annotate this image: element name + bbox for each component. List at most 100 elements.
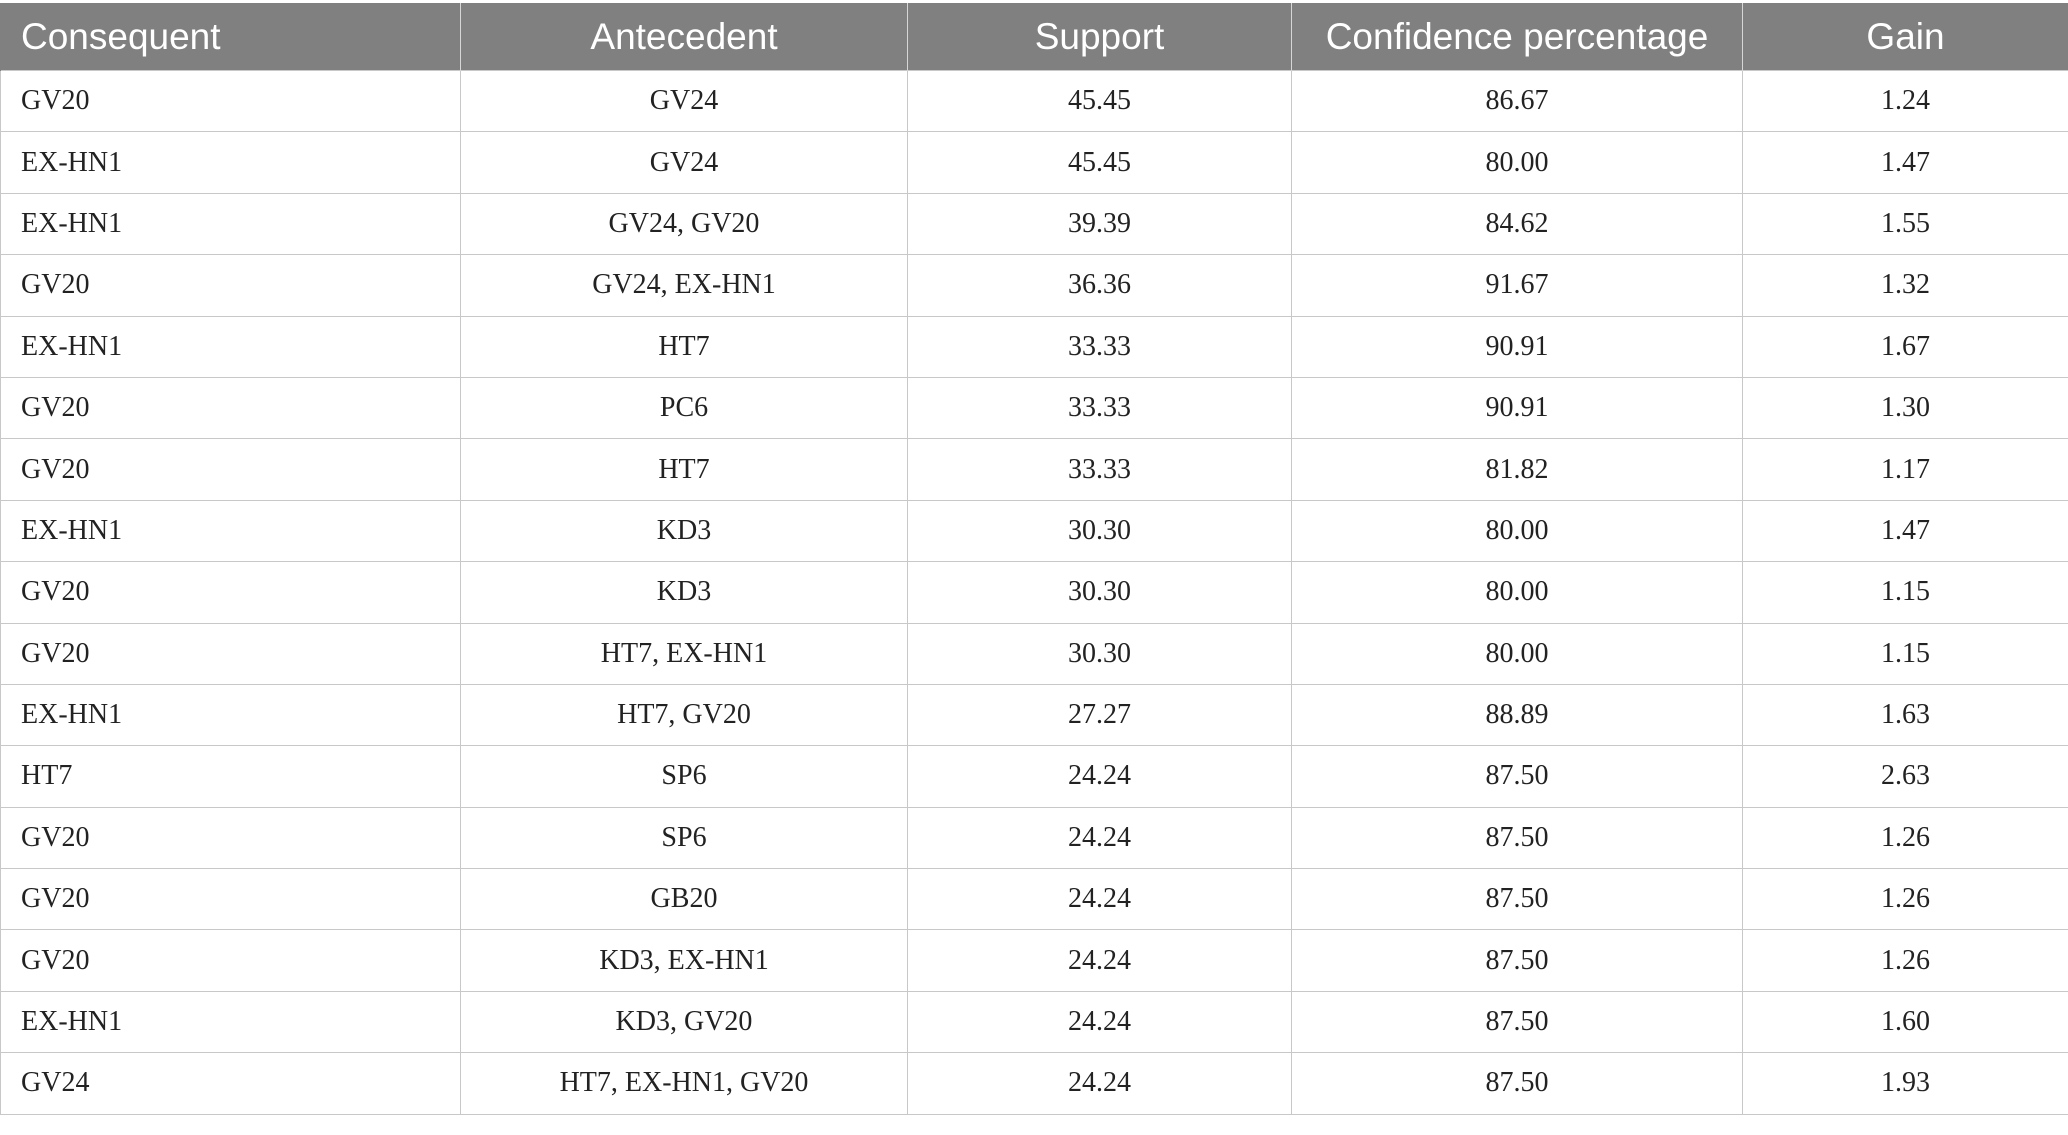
confidence-cell: 80.00 <box>1291 131 1743 194</box>
column-header-gain: Gain <box>1742 3 2068 71</box>
column-header-support: Support <box>907 3 1292 71</box>
support-cell: 33.33 <box>907 438 1292 501</box>
association-rules-table-container: Consequent Antecedent Support Confidence… <box>0 3 2068 1115</box>
table-row: GV20 KD3, EX-HN1 24.24 87.50 1.26 <box>0 929 2068 992</box>
antecedent-cell: HT7, EX-HN1 <box>460 622 908 685</box>
column-header-antecedent: Antecedent <box>460 3 908 71</box>
support-cell: 33.33 <box>907 315 1292 378</box>
column-header-consequent: Consequent <box>0 3 461 71</box>
gain-cell: 2.63 <box>1742 745 2068 808</box>
antecedent-cell: KD3 <box>460 499 908 563</box>
confidence-cell: 90.91 <box>1291 376 1743 440</box>
antecedent-cell: HT7, EX-HN1, GV20 <box>460 1052 908 1115</box>
consequent-cell: GV20 <box>0 929 461 992</box>
header-row: Consequent Antecedent Support Confidence… <box>0 3 2068 71</box>
antecedent-cell: HT7 <box>460 315 908 378</box>
confidence-cell: 87.50 <box>1291 806 1743 870</box>
table-header: Consequent Antecedent Support Confidence… <box>0 3 2068 71</box>
support-cell: 24.24 <box>907 1052 1292 1115</box>
antecedent-cell: GV24 <box>460 131 908 194</box>
gain-cell: 1.93 <box>1742 1052 2068 1115</box>
table-row: GV20 GB20 24.24 87.50 1.26 <box>0 868 2068 931</box>
consequent-cell: GV20 <box>0 376 461 440</box>
gain-cell: 1.15 <box>1742 622 2068 685</box>
gain-cell: 1.26 <box>1742 806 2068 870</box>
consequent-cell: GV24 <box>0 1052 461 1115</box>
consequent-cell: GV20 <box>0 438 461 501</box>
consequent-cell: GV20 <box>0 561 461 624</box>
table-row: EX-HN1 KD3, GV20 24.24 87.50 1.60 <box>0 990 2068 1054</box>
support-cell: 27.27 <box>907 683 1292 747</box>
antecedent-cell: SP6 <box>460 745 908 808</box>
confidence-cell: 80.00 <box>1291 622 1743 685</box>
consequent-cell: GV20 <box>0 806 461 870</box>
table-row: EX-HN1 GV24 45.45 80.00 1.47 <box>0 131 2068 194</box>
gain-cell: 1.15 <box>1742 561 2068 624</box>
gain-cell: 1.47 <box>1742 499 2068 563</box>
confidence-cell: 90.91 <box>1291 315 1743 378</box>
confidence-cell: 87.50 <box>1291 745 1743 808</box>
support-cell: 24.24 <box>907 990 1292 1054</box>
consequent-cell: EX-HN1 <box>0 315 461 378</box>
consequent-cell: GV20 <box>0 868 461 931</box>
support-cell: 30.30 <box>907 561 1292 624</box>
table-row: EX-HN1 KD3 30.30 80.00 1.47 <box>0 499 2068 563</box>
antecedent-cell: PC6 <box>460 376 908 440</box>
support-cell: 36.36 <box>907 254 1292 317</box>
confidence-cell: 87.50 <box>1291 1052 1743 1115</box>
support-cell: 30.30 <box>907 622 1292 685</box>
confidence-cell: 87.50 <box>1291 990 1743 1054</box>
antecedent-cell: SP6 <box>460 806 908 870</box>
table-row: GV20 HT7, EX-HN1 30.30 80.00 1.15 <box>0 622 2068 685</box>
confidence-cell: 80.00 <box>1291 561 1743 624</box>
support-cell: 33.33 <box>907 376 1292 440</box>
confidence-cell: 86.67 <box>1291 69 1743 133</box>
association-rules-table: Consequent Antecedent Support Confidence… <box>0 3 2068 1115</box>
confidence-cell: 88.89 <box>1291 683 1743 747</box>
consequent-cell: GV20 <box>0 69 461 133</box>
gain-cell: 1.26 <box>1742 868 2068 931</box>
support-cell: 30.30 <box>907 499 1292 563</box>
support-cell: 45.45 <box>907 69 1292 133</box>
table-row: EX-HN1 GV24, GV20 39.39 84.62 1.55 <box>0 192 2068 256</box>
gain-cell: 1.17 <box>1742 438 2068 501</box>
consequent-cell: EX-HN1 <box>0 990 461 1054</box>
gain-cell: 1.63 <box>1742 683 2068 747</box>
consequent-cell: EX-HN1 <box>0 683 461 747</box>
table-row: GV20 GV24 45.45 86.67 1.24 <box>0 69 2068 133</box>
table-row: GV20 GV24, EX-HN1 36.36 91.67 1.32 <box>0 254 2068 317</box>
confidence-cell: 87.50 <box>1291 929 1743 992</box>
table-row: EX-HN1 HT7, GV20 27.27 88.89 1.63 <box>0 683 2068 747</box>
support-cell: 24.24 <box>907 868 1292 931</box>
consequent-cell: HT7 <box>0 745 461 808</box>
support-cell: 39.39 <box>907 192 1292 256</box>
table-row: GV20 KD3 30.30 80.00 1.15 <box>0 561 2068 624</box>
antecedent-cell: GV24, GV20 <box>460 192 908 256</box>
antecedent-cell: HT7, GV20 <box>460 683 908 747</box>
antecedent-cell: KD3, EX-HN1 <box>460 929 908 992</box>
antecedent-cell: KD3, GV20 <box>460 990 908 1054</box>
consequent-cell: EX-HN1 <box>0 131 461 194</box>
gain-cell: 1.67 <box>1742 315 2068 378</box>
table-row: EX-HN1 HT7 33.33 90.91 1.67 <box>0 315 2068 378</box>
antecedent-cell: GV24 <box>460 69 908 133</box>
table-body: GV20 GV24 45.45 86.67 1.24 EX-HN1 GV24 45.45 80.… <box>0 69 2068 1115</box>
consequent-cell: EX-HN1 <box>0 499 461 563</box>
gain-cell: 1.47 <box>1742 131 2068 194</box>
support-cell: 24.24 <box>907 806 1292 870</box>
confidence-cell: 80.00 <box>1291 499 1743 563</box>
consequent-cell: GV20 <box>0 254 461 317</box>
confidence-cell: 81.82 <box>1291 438 1743 501</box>
gain-cell: 1.32 <box>1742 254 2068 317</box>
table-row: GV20 PC6 33.33 90.91 1.30 <box>0 376 2068 440</box>
gain-cell: 1.30 <box>1742 376 2068 440</box>
gain-cell: 1.55 <box>1742 192 2068 256</box>
table-row: HT7 SP6 24.24 87.50 2.63 <box>0 745 2068 808</box>
table-row: GV20 SP6 24.24 87.50 1.26 <box>0 806 2068 870</box>
column-header-confidence: Confidence percentage <box>1291 3 1743 71</box>
confidence-cell: 87.50 <box>1291 868 1743 931</box>
consequent-cell: EX-HN1 <box>0 192 461 256</box>
confidence-cell: 84.62 <box>1291 192 1743 256</box>
antecedent-cell: HT7 <box>460 438 908 501</box>
gain-cell: 1.26 <box>1742 929 2068 992</box>
